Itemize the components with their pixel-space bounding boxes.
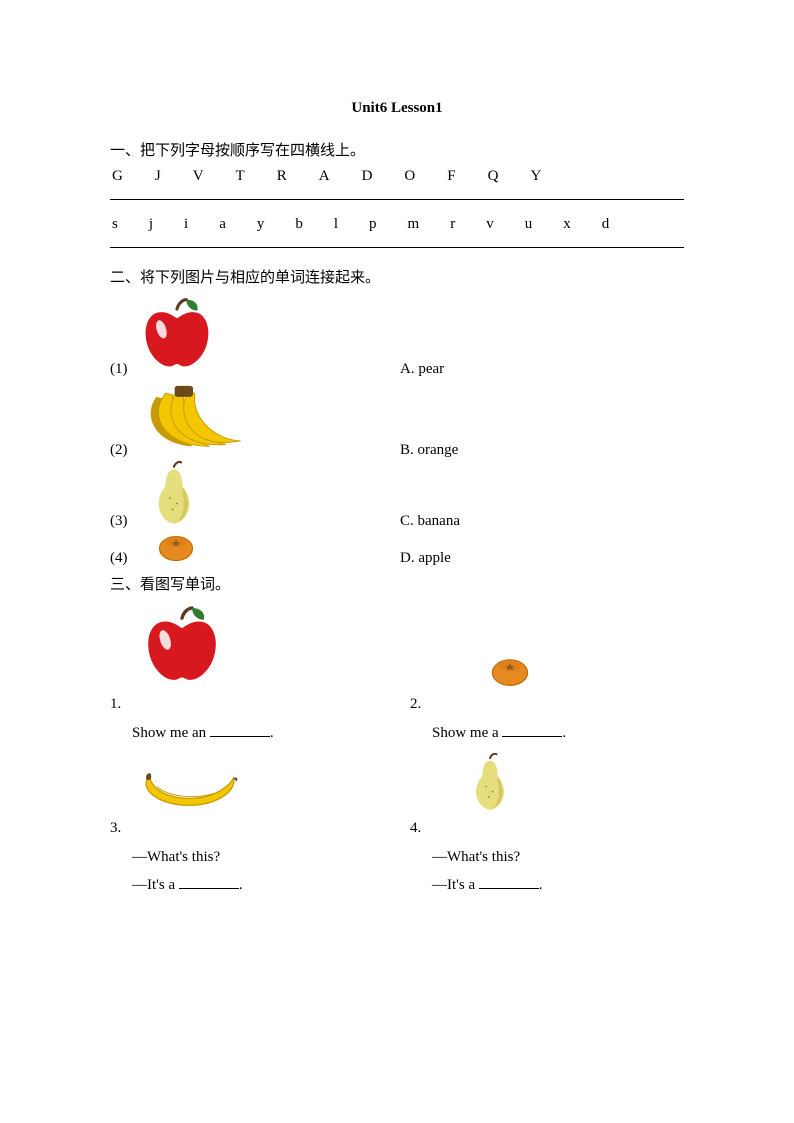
blank-line [479, 873, 539, 889]
letter: u [525, 216, 533, 233]
sec3-item: 4. —What's this? —It's a . [410, 756, 710, 900]
letter: d [602, 216, 610, 233]
letter: Q [488, 168, 499, 185]
letter: a [219, 216, 226, 233]
sec3-item: 3. —What's this? —It's a . [110, 756, 410, 900]
sec3-prompt: —What's this? —It's a . [110, 843, 410, 900]
match-num: (3) [110, 513, 138, 530]
blank-line [502, 721, 562, 737]
letter: p [369, 216, 377, 233]
match-row: (4) D. apple [110, 532, 684, 567]
letter: l [334, 216, 338, 233]
letter: V [193, 168, 204, 185]
section3-grid: 1. Show me an . 2. Show me a . 3. —What'… [110, 602, 684, 908]
sec3-prompt: Show me a . [410, 719, 710, 748]
section1-heading: 一、把下列字母按顺序写在四横线上。 [110, 139, 684, 160]
letter: F [447, 168, 455, 185]
letter: m [408, 216, 420, 233]
section2-heading: 二、将下列图片与相应的单词连接起来。 [110, 266, 684, 287]
orange-icon [490, 655, 530, 692]
blank-line [210, 721, 270, 737]
sec3-num: 3. [110, 820, 410, 837]
match-row: (1) A. pear [110, 295, 684, 378]
letter: R [277, 168, 287, 185]
letter-row-lower: s j i a y b l p m r v u x d [110, 216, 684, 233]
writing-line [110, 247, 684, 248]
blank-line [179, 873, 239, 889]
match-num: (4) [110, 550, 138, 567]
banana-icon [138, 380, 248, 459]
question-line: —What's this? [432, 843, 710, 872]
letter: T [236, 168, 245, 185]
sec3-item: 2. Show me a . [410, 602, 710, 748]
prompt-text: Show me a [432, 725, 502, 741]
letter: Y [530, 168, 541, 185]
orange-icon [138, 532, 196, 567]
match-answer: C. banana [400, 513, 684, 530]
match-answer: D. apple [400, 550, 684, 567]
apple-icon [140, 603, 224, 692]
letter: s [112, 216, 118, 233]
apple-icon [138, 295, 216, 378]
sec3-num: 1. [110, 696, 410, 713]
letter: A [319, 168, 330, 185]
letter: j [149, 216, 153, 233]
match-num: (1) [110, 361, 138, 378]
letter: x [563, 216, 571, 233]
worksheet-page: Unit6 Lesson1 一、把下列字母按顺序写在四横线上。 G J V T … [0, 0, 794, 968]
writing-line [110, 199, 684, 200]
match-answer: B. orange [400, 442, 684, 459]
match-row: (3) C. banana [110, 461, 684, 530]
answer-line: —It's a . [432, 871, 710, 900]
question-line: —What's this? [132, 843, 410, 872]
banana-single-icon [140, 767, 240, 816]
match-row: (2) B. orange [110, 380, 684, 459]
sec3-num: 4. [410, 820, 710, 837]
letter: J [155, 168, 161, 185]
letter: D [362, 168, 373, 185]
sec3-prompt: —What's this? —It's a . [410, 843, 710, 900]
letter-row-upper: G J V T R A D O F Q Y [110, 168, 684, 185]
page-title: Unit6 Lesson1 [110, 100, 684, 117]
prompt-text: Show me an [132, 725, 210, 741]
pear-icon [138, 461, 196, 530]
letter: b [295, 216, 303, 233]
suffix: . [270, 725, 274, 741]
letter: v [486, 216, 494, 233]
section3-heading: 三、看图写单词。 [110, 573, 684, 594]
sec3-num: 2. [410, 696, 710, 713]
answer-prefix: —It's a [432, 877, 479, 893]
letter: i [184, 216, 188, 233]
letter: O [404, 168, 415, 185]
sec3-prompt: Show me an . [110, 719, 410, 748]
sec3-item: 1. Show me an . [110, 602, 410, 748]
suffix: . [539, 877, 543, 893]
letter: y [257, 216, 265, 233]
suffix: . [562, 725, 566, 741]
match-answer: A. pear [400, 361, 684, 378]
letter: r [450, 216, 455, 233]
letter: G [112, 168, 123, 185]
suffix: . [239, 877, 243, 893]
match-num: (2) [110, 442, 138, 459]
answer-line: —It's a . [132, 871, 410, 900]
answer-prefix: —It's a [132, 877, 179, 893]
pear-icon [470, 753, 510, 816]
